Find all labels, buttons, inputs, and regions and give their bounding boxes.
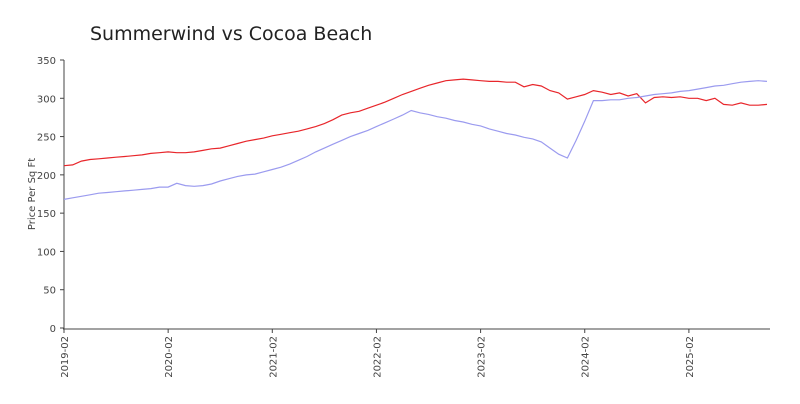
- series-line: [63, 80, 768, 200]
- x-tick-label: 2020-02: [164, 336, 175, 378]
- x-tick-label: 2021-02: [268, 336, 279, 378]
- x-tick-label: 2024-02: [581, 336, 592, 378]
- y-tick-label: 300: [37, 94, 56, 105]
- y-tick-label: 250: [37, 133, 56, 144]
- chart-title: Summerwind vs Cocoa Beach: [90, 23, 372, 45]
- y-tick-label: 150: [37, 209, 56, 220]
- x-tick-label: 2019-02: [60, 336, 71, 378]
- y-tick-label: 0: [50, 324, 56, 335]
- x-tick-label: 2025-02: [685, 336, 696, 378]
- x-tick-label: 2022-02: [372, 336, 383, 378]
- x-tick-label: 2023-02: [477, 336, 488, 378]
- y-tick-label: 350: [37, 56, 56, 67]
- y-axis-label: Price Per Sq Ft: [27, 158, 38, 230]
- y-tick-label: 100: [37, 247, 56, 258]
- y-tick-label: 50: [43, 286, 56, 297]
- y-tick-label: 200: [37, 171, 56, 182]
- series-line: [63, 78, 768, 167]
